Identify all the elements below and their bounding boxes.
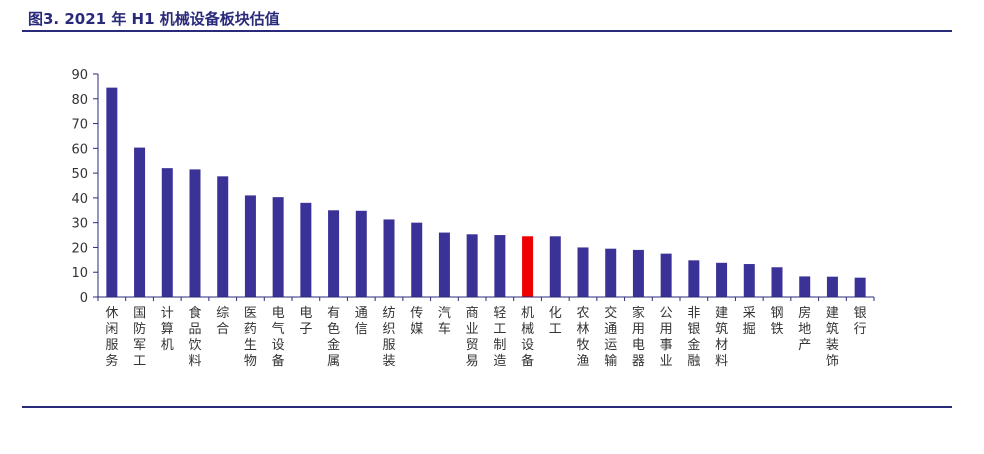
- category-label: 计算机: [161, 306, 174, 353]
- y-tick-label: 0: [80, 291, 88, 306]
- category-label: 轻工制造: [493, 306, 506, 369]
- category-label: 商业贸易: [466, 306, 479, 369]
- bar: [716, 262, 728, 297]
- bar: [854, 277, 866, 297]
- category-label: 采掘: [743, 306, 756, 337]
- category-label: 非银金融: [687, 306, 700, 369]
- bar: [771, 267, 783, 297]
- category-label: 休闲服务: [105, 306, 118, 369]
- bar: [743, 264, 755, 297]
- bar: [244, 195, 256, 297]
- bar: [494, 235, 506, 297]
- category-label: 国防军工: [133, 306, 146, 369]
- figure-title: 图3. 2021 年 H1 机械设备板块估值: [28, 10, 280, 28]
- y-tick-label: 70: [71, 118, 88, 133]
- bar: [355, 210, 367, 297]
- category-label: 化工: [549, 306, 562, 337]
- bar: [300, 202, 312, 297]
- bar: [328, 210, 340, 297]
- y-tick-label: 40: [71, 192, 88, 207]
- category-label: 银行: [854, 306, 867, 337]
- y-tick-label: 20: [71, 241, 88, 256]
- bottom-rule: [22, 406, 952, 408]
- bar: [605, 248, 617, 297]
- category-label: 有色金属: [327, 306, 340, 369]
- bar: [826, 276, 838, 297]
- bar: [799, 276, 811, 297]
- category-label: 综合: [216, 306, 229, 337]
- bars: [106, 87, 866, 297]
- category-label: 农林牧渔: [576, 306, 589, 369]
- bar: [383, 219, 395, 297]
- bar: [438, 232, 450, 297]
- category-label: 汽车: [438, 306, 451, 337]
- category-label: 公用事业: [660, 306, 673, 369]
- bar: [549, 236, 561, 297]
- bar: [411, 222, 423, 297]
- y-tick-label: 90: [71, 68, 88, 83]
- bar: [632, 249, 644, 297]
- category-label: 交通运输: [604, 305, 617, 369]
- category-label: 钢铁: [770, 306, 783, 337]
- category-label: 房地产: [798, 305, 811, 353]
- bar: [522, 236, 534, 297]
- category-label: 建筑装饰: [826, 306, 839, 369]
- category-label: 食品饮料: [188, 305, 201, 369]
- bar: [134, 147, 146, 297]
- y-tick-label: 10: [71, 266, 88, 281]
- category-label: 电子: [299, 306, 312, 337]
- category-label: 电气设备: [272, 306, 285, 369]
- category-label: 家用电器: [632, 305, 645, 369]
- category-label: 通信: [355, 306, 368, 337]
- bar: [688, 260, 700, 297]
- bar: [217, 176, 229, 297]
- y-axis: 0 10 20 30 40 50 60 70 80 90: [71, 68, 99, 306]
- bar: [189, 169, 201, 297]
- category-label: 机械设备: [521, 306, 534, 369]
- category-label: 建筑材料: [715, 306, 728, 369]
- y-tick-label: 60: [71, 142, 88, 157]
- top-rule: [22, 30, 952, 32]
- y-tick-label: 80: [71, 93, 88, 108]
- bar: [106, 87, 118, 297]
- bar: [660, 253, 672, 297]
- y-tick-label: 50: [71, 167, 88, 182]
- x-axis: 休闲服务 国防军工 计算机 食品饮料 综合 医药生物 电气设备 电子 有色金属 通信 纺织服装 传媒汽…: [97, 296, 875, 369]
- bar: [466, 234, 478, 297]
- y-tick-label: 30: [71, 217, 88, 232]
- bar: [161, 168, 173, 297]
- category-label: 纺织服装: [382, 306, 395, 369]
- bar: [577, 247, 589, 297]
- category-label: 传媒: [410, 306, 423, 337]
- category-label: 医药生物: [244, 306, 257, 369]
- bar: [272, 197, 284, 297]
